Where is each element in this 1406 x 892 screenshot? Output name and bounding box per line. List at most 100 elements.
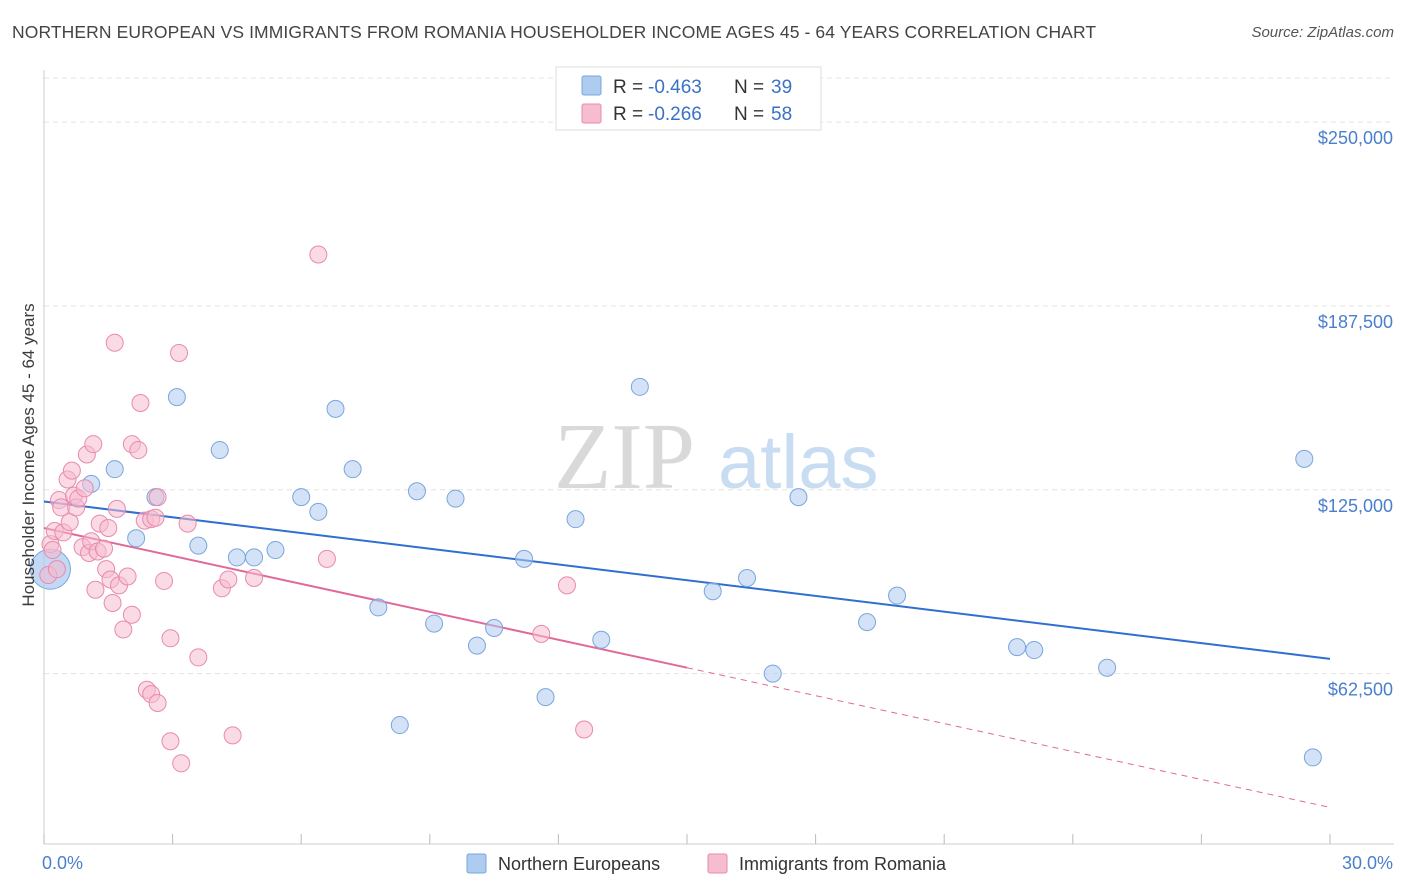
data-point-blue <box>227 548 246 567</box>
data-point-pink <box>86 580 105 599</box>
data-point-pink <box>170 344 189 362</box>
data-point-blue <box>738 569 757 587</box>
data-point-pink <box>47 560 66 579</box>
data-point-pink <box>155 571 174 590</box>
data-point-pink <box>99 519 118 537</box>
series-legend-label-blue: Northern Europeans <box>498 854 660 874</box>
x-tick-label-max: 30.0% <box>1342 853 1393 873</box>
data-point-pink <box>219 570 238 589</box>
data-point-blue <box>1295 449 1314 468</box>
data-point-pink <box>172 754 191 773</box>
watermark: ZIP atlas <box>554 405 879 509</box>
data-point-blue <box>630 377 649 396</box>
data-point-pink <box>118 567 137 586</box>
data-point-blue <box>189 536 208 555</box>
data-point-pink <box>146 508 165 527</box>
data-point-pink <box>148 694 167 712</box>
data-point-blue <box>592 630 611 649</box>
data-points <box>29 245 1322 773</box>
data-point-blue <box>407 482 426 501</box>
legend-r-value-blue: -0.463 <box>648 77 702 98</box>
trend-line-blue <box>43 500 1331 660</box>
legend-n-value-pink: 58 <box>771 104 792 125</box>
data-point-pink <box>575 720 594 739</box>
series-legend: Northern Europeans Immigrants from Roman… <box>466 853 947 874</box>
data-point-blue <box>127 529 146 548</box>
legend-n-label-pink: N = <box>734 104 764 125</box>
data-point-blue <box>425 614 444 633</box>
data-point-blue <box>467 636 486 655</box>
legend-swatch-pink <box>581 103 602 124</box>
data-point-blue <box>888 586 907 605</box>
x-tick-label-min: 0.0% <box>42 853 83 873</box>
data-point-pink <box>103 594 122 612</box>
data-point-pink <box>189 648 208 667</box>
data-point-pink <box>107 499 126 518</box>
y-tick-label: $187,500 <box>1318 312 1393 332</box>
data-point-pink <box>122 605 141 624</box>
data-point-blue <box>266 541 285 560</box>
data-point-pink <box>223 726 242 745</box>
data-point-blue <box>858 613 877 632</box>
trend-line-pink <box>43 527 688 669</box>
data-point-pink <box>52 498 71 517</box>
data-point-pink <box>129 441 148 460</box>
data-point-blue <box>703 582 722 601</box>
data-point-blue <box>566 510 585 529</box>
data-point-blue <box>309 502 328 521</box>
stats-legend: R = -0.463 N = 39 R = -0.266 N = 58 <box>555 66 822 131</box>
data-point-pink <box>532 624 551 643</box>
data-point-blue <box>210 441 229 460</box>
chart-title: NORTHERN EUROPEAN VS IMMIGRANTS FROM ROM… <box>12 22 1097 42</box>
data-point-blue <box>515 549 534 568</box>
data-point-blue <box>763 664 782 683</box>
data-point-pink <box>309 245 328 264</box>
data-point-pink <box>245 569 264 587</box>
data-point-blue <box>105 460 124 479</box>
y-tick-label: $62,500 <box>1328 680 1393 700</box>
data-point-blue <box>369 598 388 617</box>
data-point-pink <box>161 732 180 751</box>
data-point-pink <box>178 514 197 533</box>
data-point-pink <box>84 435 103 454</box>
data-point-pink <box>75 479 94 498</box>
data-point-blue <box>1098 658 1117 677</box>
y-axis-label: Householder Income Ages 45 - 64 years <box>19 303 38 606</box>
data-point-pink <box>43 541 62 560</box>
data-point-blue <box>245 548 264 567</box>
y-tick-labels: $62,500 $125,000 $187,500 $250,000 <box>1318 128 1393 699</box>
data-point-pink <box>105 333 124 352</box>
data-point-pink <box>114 620 133 639</box>
data-point-pink <box>148 488 167 507</box>
series-legend-swatch-blue <box>466 853 487 874</box>
legend-n-label-blue: N = <box>734 77 764 98</box>
y-tick-label: $250,000 <box>1318 128 1393 148</box>
data-point-blue <box>326 399 345 418</box>
data-point-blue <box>1025 641 1044 660</box>
data-point-blue <box>1008 638 1027 657</box>
data-point-pink <box>317 549 336 568</box>
legend-swatch-blue <box>581 75 602 96</box>
legend-r-value-pink: -0.266 <box>648 104 702 125</box>
data-point-blue <box>485 619 504 637</box>
data-point-blue <box>1303 748 1322 767</box>
data-point-blue <box>446 489 465 508</box>
data-point-pink <box>131 394 150 412</box>
data-point-blue <box>390 716 409 735</box>
data-point-blue <box>292 488 311 507</box>
data-point-pink <box>557 576 576 595</box>
axes <box>43 70 1394 845</box>
trend-line-pink-dashed <box>686 667 1331 808</box>
data-point-pink <box>62 461 81 480</box>
legend-r-label-pink: R = <box>613 104 643 125</box>
series-legend-swatch-pink <box>707 853 728 874</box>
y-tick-label: $125,000 <box>1318 496 1393 516</box>
data-point-blue <box>789 488 808 507</box>
series-legend-label-pink: Immigrants from Romania <box>739 854 947 874</box>
source-credit: Source: ZipAtlas.com <box>1251 24 1394 41</box>
data-point-blue <box>167 388 186 407</box>
legend-n-value-blue: 39 <box>771 77 792 98</box>
data-point-blue <box>536 688 555 707</box>
watermark-zip: ZIP <box>554 405 695 509</box>
